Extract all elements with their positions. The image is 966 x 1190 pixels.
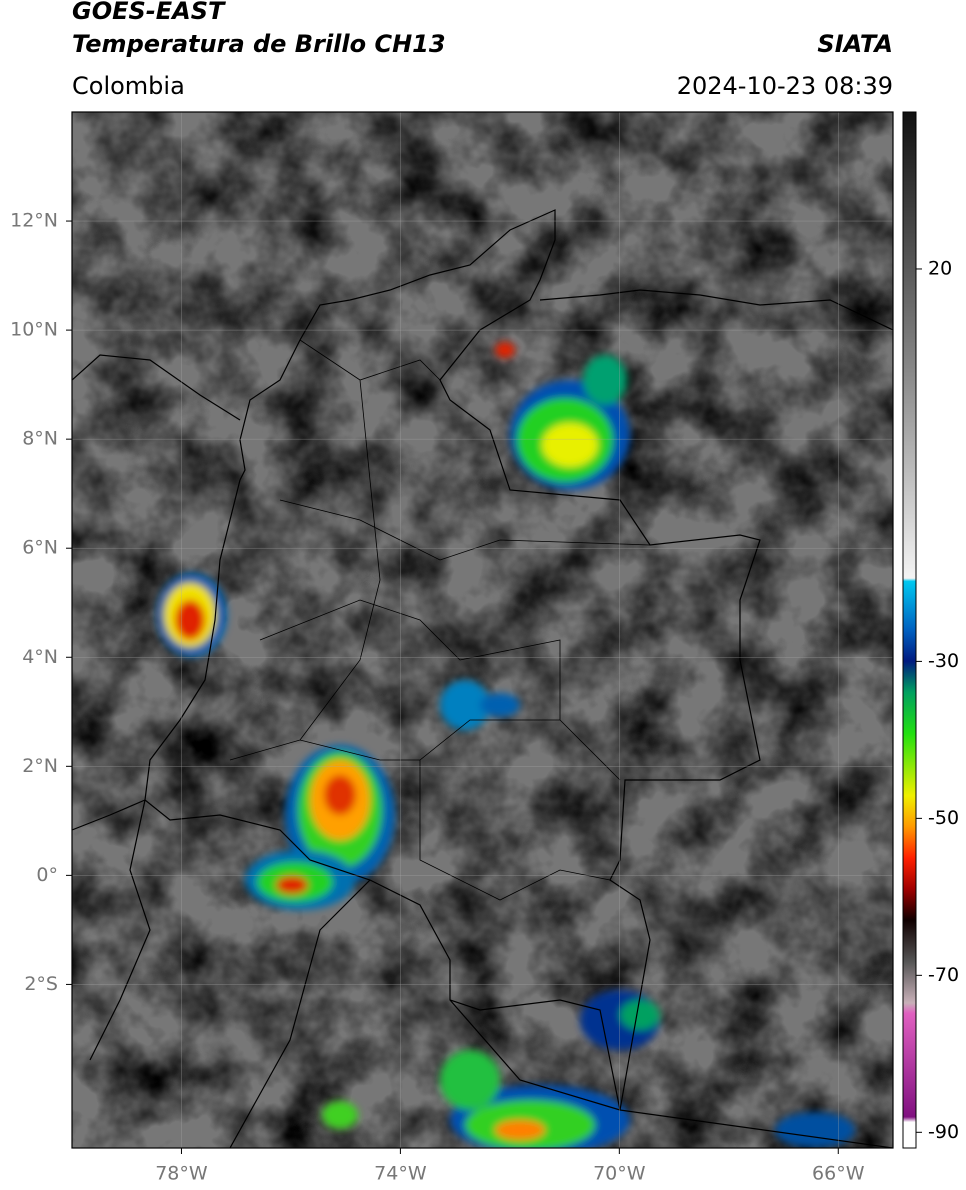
region: Colombia (72, 72, 185, 100)
y-tick-label: 8°N (22, 428, 58, 450)
colorbar-tick-label: -70 (928, 964, 959, 986)
x-tick-label: 66°W (812, 1163, 865, 1185)
y-tick-label: 2°N (22, 755, 58, 777)
axes: 78°W 74°W 70°W 66°W 12°N 10°N 8°N 6°N 4°N 2°N 0° 2°… (10, 210, 865, 1185)
colorbar-tick-label: -50 (928, 807, 959, 829)
y-tick-label: 10°N (10, 319, 58, 341)
y-tick-label: 0° (36, 864, 58, 886)
x-tick-label: 70°W (593, 1163, 646, 1185)
x-tick-label: 74°W (374, 1163, 427, 1185)
colorbar-tick-label: 20 (928, 257, 952, 279)
datetime: 2024-10-23 08:39 (677, 72, 893, 100)
satellite-image (72, 112, 893, 1148)
y-tick-label: 6°N (22, 537, 58, 559)
colorbar-ticks: 20 -30 -50 -70 -90 (916, 257, 959, 1143)
colorbar-tick-label: -90 (928, 1121, 959, 1143)
convective-cells (157, 342, 855, 1148)
department-borders (229, 339, 651, 901)
y-tick-label: 4°N (22, 646, 58, 668)
colorbar-tick-label: -30 (928, 650, 959, 672)
y-tick-label: 12°N (10, 210, 58, 232)
subtitle: Temperatura de Brillo CH13 (72, 30, 446, 58)
map-frame (71, 111, 894, 1149)
title: GOES-EAST (72, 0, 226, 25)
y-tick-label: 2°S (24, 973, 58, 995)
colorbar (902, 111, 917, 1149)
x-tick-label: 78°W (155, 1163, 208, 1185)
source: SIATA (817, 30, 893, 58)
grid (72, 112, 893, 1148)
coastline (72, 289, 893, 1148)
